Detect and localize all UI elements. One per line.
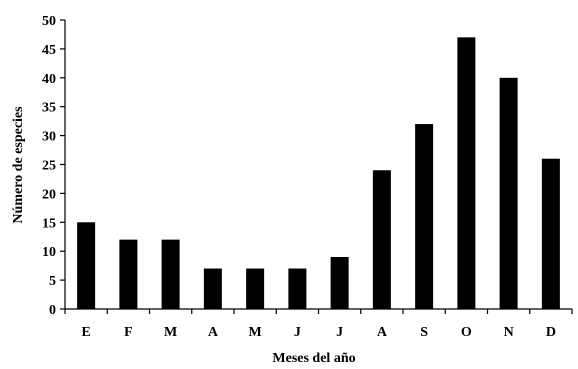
y-tick-label: 5: [49, 274, 56, 289]
bar: [161, 239, 180, 309]
bar: [499, 77, 518, 309]
x-tick-label: F: [124, 325, 133, 340]
y-tick-label: 30: [42, 130, 56, 145]
bar: [288, 268, 307, 309]
bar: [119, 239, 138, 309]
bar: [330, 256, 349, 309]
x-tick-label: M: [164, 325, 177, 340]
bars: [77, 37, 560, 310]
y-tick-label: 45: [42, 43, 56, 58]
bar: [372, 170, 391, 309]
x-tick-label: D: [546, 325, 556, 340]
bar: [246, 268, 265, 309]
x-tick-label: E: [81, 325, 90, 340]
x-tick-label: S: [420, 325, 428, 340]
y-tick-label: 10: [42, 245, 56, 260]
y-tick-label: 35: [42, 101, 56, 116]
x-axis-title: Meses del año: [272, 351, 355, 366]
x-tick-label: J: [336, 325, 343, 340]
bar: [457, 37, 476, 310]
y-tick-label: 25: [42, 159, 56, 174]
y-tick-label: 50: [42, 14, 56, 29]
y-tick-label: 0: [49, 303, 56, 318]
x-tick-label: J: [294, 325, 301, 340]
x-tick-label: A: [208, 325, 219, 340]
bar: [541, 158, 560, 309]
x-tick-label: O: [461, 325, 472, 340]
y-tick-label: 15: [42, 216, 56, 231]
x-tick-label: N: [504, 325, 514, 340]
y-axis-title: Número de especies: [11, 106, 26, 224]
bar: [415, 124, 434, 309]
y-tick-label: 40: [42, 72, 56, 87]
bar: [77, 222, 96, 309]
x-tick-label: M: [249, 325, 262, 340]
y-axis: 0 5 10 15 20 25 30 35 40 45 50: [42, 14, 66, 318]
x-tick-label: A: [377, 325, 388, 340]
y-tick-label: 20: [42, 187, 56, 202]
bar: [203, 268, 222, 309]
